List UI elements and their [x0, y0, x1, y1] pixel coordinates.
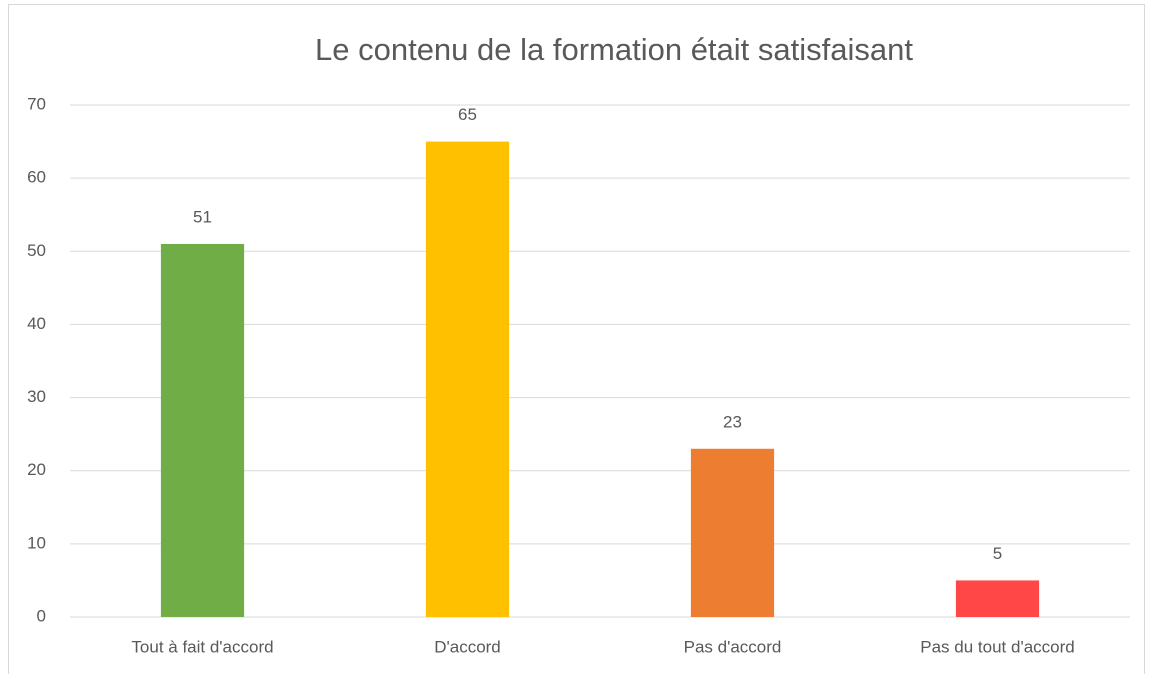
- x-tick-label: Pas d'accord: [684, 637, 782, 656]
- y-tick-label: 30: [27, 387, 46, 406]
- x-tick-label: D'accord: [434, 637, 501, 656]
- bar: [425, 141, 510, 618]
- data-label: 51: [193, 207, 212, 226]
- y-tick-label: 10: [27, 533, 46, 552]
- y-tick-label: 50: [27, 241, 46, 260]
- data-label: 23: [723, 412, 742, 431]
- data-label: 65: [458, 105, 477, 124]
- y-tick-label: 0: [37, 606, 46, 625]
- bar: [160, 243, 245, 617]
- x-tick-label: Pas du tout d'accord: [920, 637, 1074, 656]
- y-tick-label: 40: [27, 314, 46, 333]
- y-tick-label: 70: [27, 94, 46, 113]
- y-tick-label: 20: [27, 460, 46, 479]
- x-tick-label: Tout à fait d'accord: [131, 637, 273, 656]
- chart-title: Le contenu de la formation était satisfa…: [315, 32, 913, 67]
- bar: [690, 448, 775, 617]
- y-tick-label: 60: [27, 168, 46, 187]
- bar: [955, 580, 1040, 617]
- data-label: 5: [993, 544, 1002, 563]
